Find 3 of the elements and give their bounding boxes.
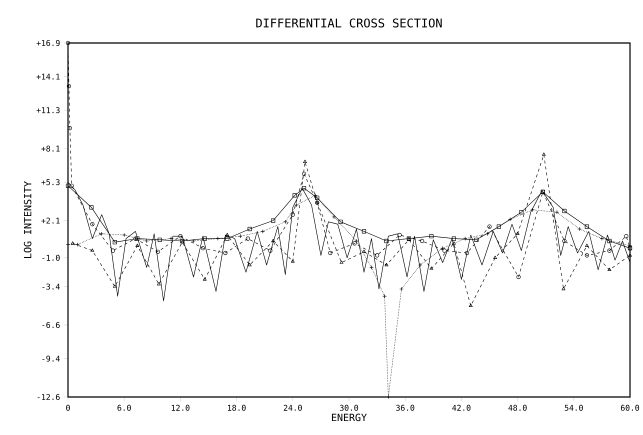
x-axis-title: ENERGY [332,414,367,422]
chart-title: DIFFERENTIAL CROSS SECTION [256,18,442,28]
y-axis-title: LOG INTENSITY [24,181,32,258]
